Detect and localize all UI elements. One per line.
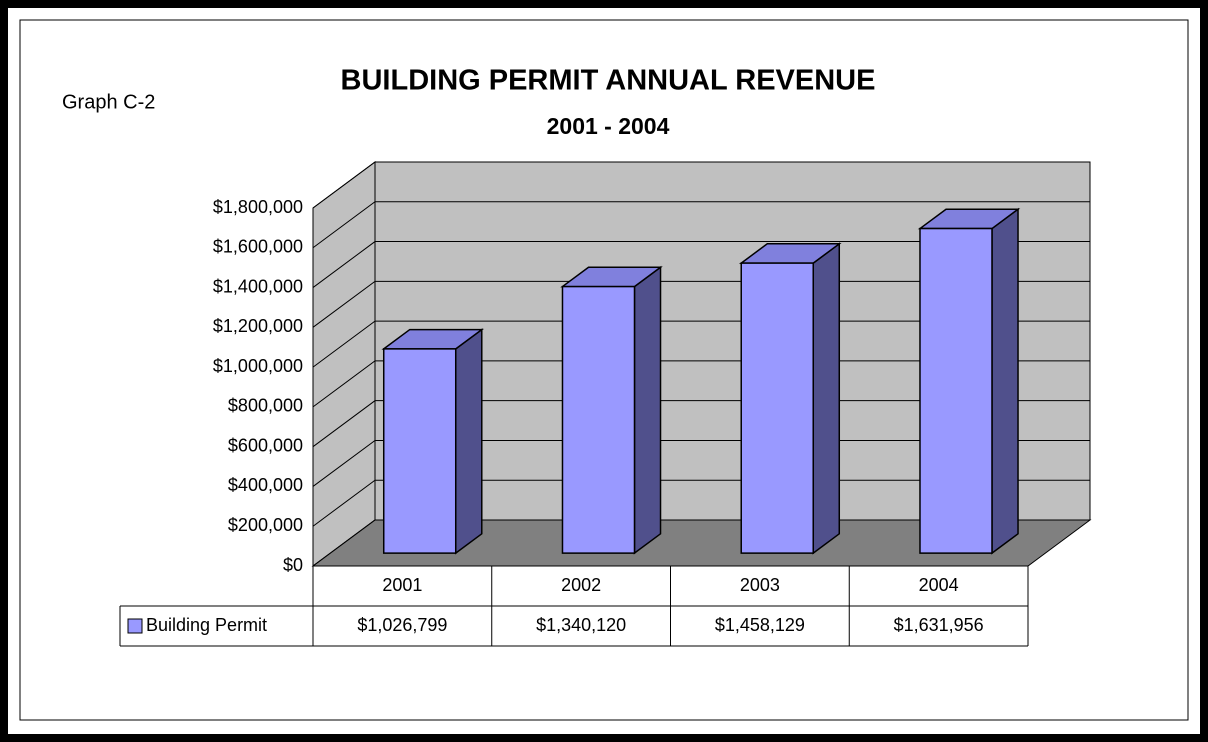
grid-line — [312, 519, 1090, 567]
grid-line — [312, 439, 1090, 487]
grid-line — [312, 479, 1090, 527]
chart-title: BUILDING PERMIT ANNUAL REVENUE — [341, 65, 876, 97]
bar-side — [454, 328, 483, 555]
grid-line — [312, 201, 1090, 249]
x-tick-label: 2001 — [382, 575, 422, 595]
left-wall — [312, 161, 376, 567]
bar-side — [633, 265, 662, 555]
y-tick-label: $1,600,000 — [213, 237, 303, 257]
bar-side — [812, 242, 841, 555]
y-tick-label: $0 — [283, 555, 303, 575]
grid-line — [312, 320, 1090, 368]
y-tick-label: $600,000 — [228, 435, 303, 455]
grid-line — [312, 360, 1090, 408]
bar — [382, 348, 457, 554]
grid-line — [312, 241, 1090, 288]
value-label: $1,458,129 — [715, 615, 805, 635]
y-tick-label: $1,800,000 — [213, 197, 303, 217]
value-label: $1,026,799 — [357, 615, 447, 635]
grid-line — [312, 280, 1090, 328]
inner-border — [19, 19, 1189, 721]
x-tick-label: 2004 — [919, 575, 959, 595]
legend-label: Building Permit — [146, 615, 267, 635]
legend-key — [127, 618, 143, 634]
y-tick-label: $400,000 — [228, 475, 303, 495]
bar — [561, 285, 636, 554]
y-tick-label: $1,400,000 — [213, 276, 303, 296]
y-tick-label: $1,200,000 — [213, 316, 303, 336]
value-label: $1,631,956 — [894, 615, 984, 635]
x-tick-label: 2002 — [561, 575, 601, 595]
grid-line — [312, 161, 1090, 209]
y-tick-label: $1,000,000 — [213, 356, 303, 376]
y-tick-label: $800,000 — [228, 396, 303, 416]
value-label: $1,340,120 — [536, 615, 626, 635]
annotation: Graph C-2 — [62, 91, 155, 113]
chart-subtitle: 2001 - 2004 — [547, 113, 670, 139]
bar — [740, 262, 814, 554]
x-tick-label: 2003 — [740, 575, 780, 595]
bar-side — [991, 207, 1019, 555]
grid-line — [312, 400, 1090, 448]
bar — [919, 227, 993, 554]
y-tick-label: $200,000 — [228, 515, 303, 535]
